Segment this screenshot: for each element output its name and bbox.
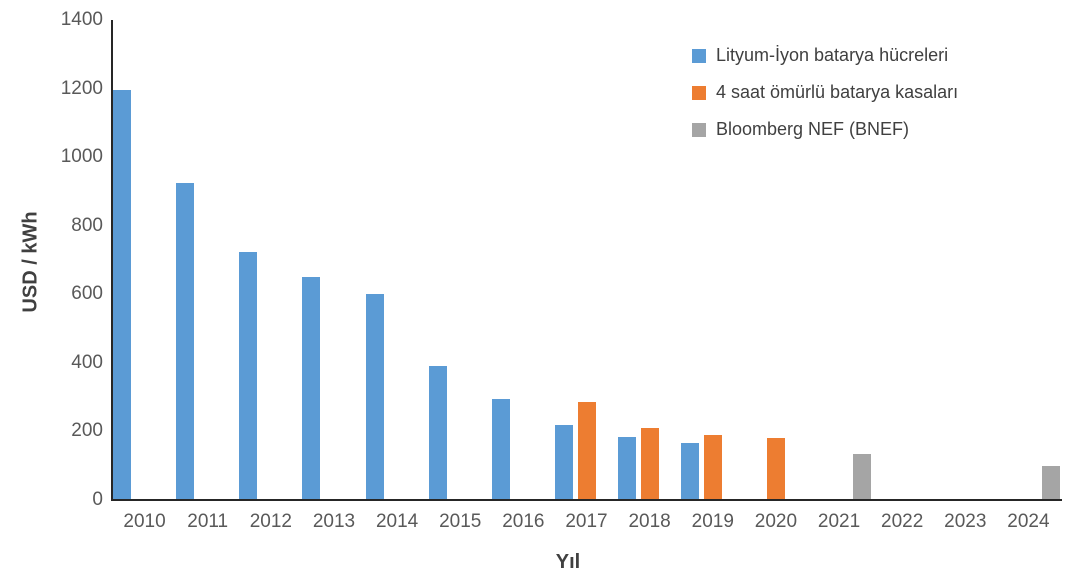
legend-item-4h-battery-packs: 4 saat ömürlü batarya kasaları (692, 74, 958, 111)
bar-2019-series1 (703, 434, 722, 500)
bar-2021-series2 (852, 453, 871, 500)
x-tick-label: 2020 (754, 511, 798, 532)
y-tick-label: 800 (71, 214, 103, 236)
y-axis-title: USD / kWh (19, 211, 42, 313)
y-axis-line (111, 20, 113, 501)
x-tick-label: 2011 (187, 511, 229, 532)
bar-2018-series1 (640, 428, 659, 500)
bar-2017-series0 (555, 424, 573, 500)
x-tick-label: 2012 (249, 511, 292, 532)
bar-2010-series0 (113, 90, 132, 500)
legend-swatch-orange-icon (692, 85, 706, 100)
bar-2019-series0 (681, 443, 700, 500)
bar-2016-series0 (491, 398, 510, 500)
x-tick-label: 2017 (565, 511, 608, 532)
x-tick-label: 2019 (691, 511, 734, 532)
x-tick-label: 2016 (502, 511, 545, 532)
x-tick-label: 2022 (881, 511, 924, 532)
x-tick-label: 2013 (312, 511, 356, 532)
bar-2024-series2 (1041, 465, 1060, 500)
x-tick-label: 2024 (1007, 511, 1050, 532)
y-tick-label: 0 (92, 489, 103, 510)
y-tick-label: 1400 (60, 9, 103, 30)
legend-item-bnef: Bloomberg NEF (BNEF) (692, 111, 958, 148)
bar-2014-series0 (365, 294, 384, 500)
legend-label: Lityum-İyon batarya hücreleri (716, 45, 949, 65)
x-tick-label: 2021 (817, 511, 861, 532)
legend: Lityum-İyon batarya hücreleri 4 saat ömü… (692, 37, 958, 148)
bar-2013-series0 (302, 277, 321, 500)
legend-label: Bloomberg NEF (BNEF) (716, 119, 910, 139)
x-tick-label: 2010 (123, 511, 166, 532)
x-tick-label: 2015 (439, 511, 482, 532)
bar-2018-series0 (618, 436, 637, 500)
x-tick-label: 2014 (375, 511, 419, 532)
y-tick-label: 200 (71, 420, 103, 442)
x-tick-label: 2018 (628, 511, 671, 532)
x-tick-label: 2023 (944, 511, 987, 532)
x-axis-title: Yıl (555, 551, 581, 573)
legend-item-lithium-ion-cells: Lityum-İyon batarya hücreleri (692, 37, 958, 74)
bar-2012-series0 (239, 252, 258, 500)
y-tick-label: 400 (71, 351, 103, 373)
x-axis-line (111, 499, 1062, 501)
y-tick-label: 1000 (60, 146, 103, 168)
bar-2017-series1 (577, 402, 596, 500)
bar-2020-series1 (766, 438, 785, 500)
legend-swatch-blue-icon (692, 48, 706, 63)
y-tick-label: 600 (71, 283, 103, 305)
legend-label: 4 saat ömürlü batarya kasaları (716, 82, 959, 102)
bar-2011-series0 (176, 182, 195, 500)
y-tick-label: 1200 (60, 77, 103, 99)
bar-2015-series0 (428, 366, 447, 500)
legend-swatch-gray-icon (692, 122, 706, 137)
